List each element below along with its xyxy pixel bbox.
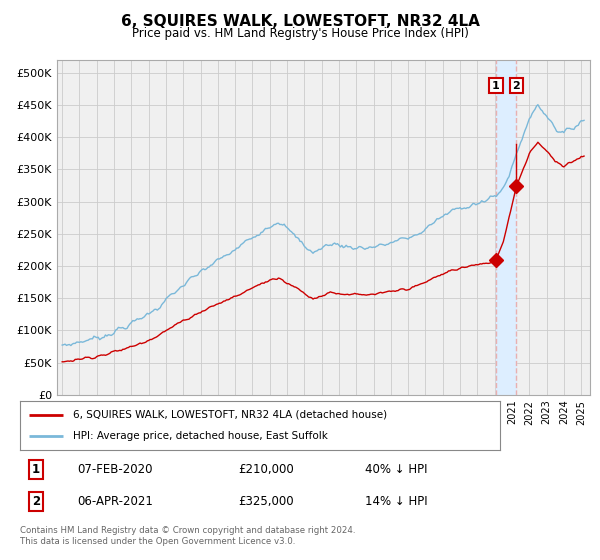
- Bar: [496, 60, 516, 395]
- Text: 07-FEB-2020: 07-FEB-2020: [77, 463, 153, 476]
- Text: 1: 1: [32, 463, 40, 476]
- Text: Price paid vs. HM Land Registry's House Price Index (HPI): Price paid vs. HM Land Registry's House …: [131, 27, 469, 40]
- Text: 2: 2: [32, 495, 40, 508]
- Text: 1: 1: [492, 81, 500, 91]
- Text: 14% ↓ HPI: 14% ↓ HPI: [365, 495, 428, 508]
- Text: 2: 2: [512, 81, 520, 91]
- Text: Contains HM Land Registry data © Crown copyright and database right 2024.
This d: Contains HM Land Registry data © Crown c…: [20, 526, 355, 546]
- Text: £210,000: £210,000: [239, 463, 295, 476]
- Text: £325,000: £325,000: [239, 495, 295, 508]
- Text: HPI: Average price, detached house, East Suffolk: HPI: Average price, detached house, East…: [73, 431, 328, 441]
- Text: 6, SQUIRES WALK, LOWESTOFT, NR32 4LA (detached house): 6, SQUIRES WALK, LOWESTOFT, NR32 4LA (de…: [73, 410, 387, 420]
- Text: 6, SQUIRES WALK, LOWESTOFT, NR32 4LA: 6, SQUIRES WALK, LOWESTOFT, NR32 4LA: [121, 14, 479, 29]
- Text: 40% ↓ HPI: 40% ↓ HPI: [365, 463, 428, 476]
- Text: 06-APR-2021: 06-APR-2021: [77, 495, 153, 508]
